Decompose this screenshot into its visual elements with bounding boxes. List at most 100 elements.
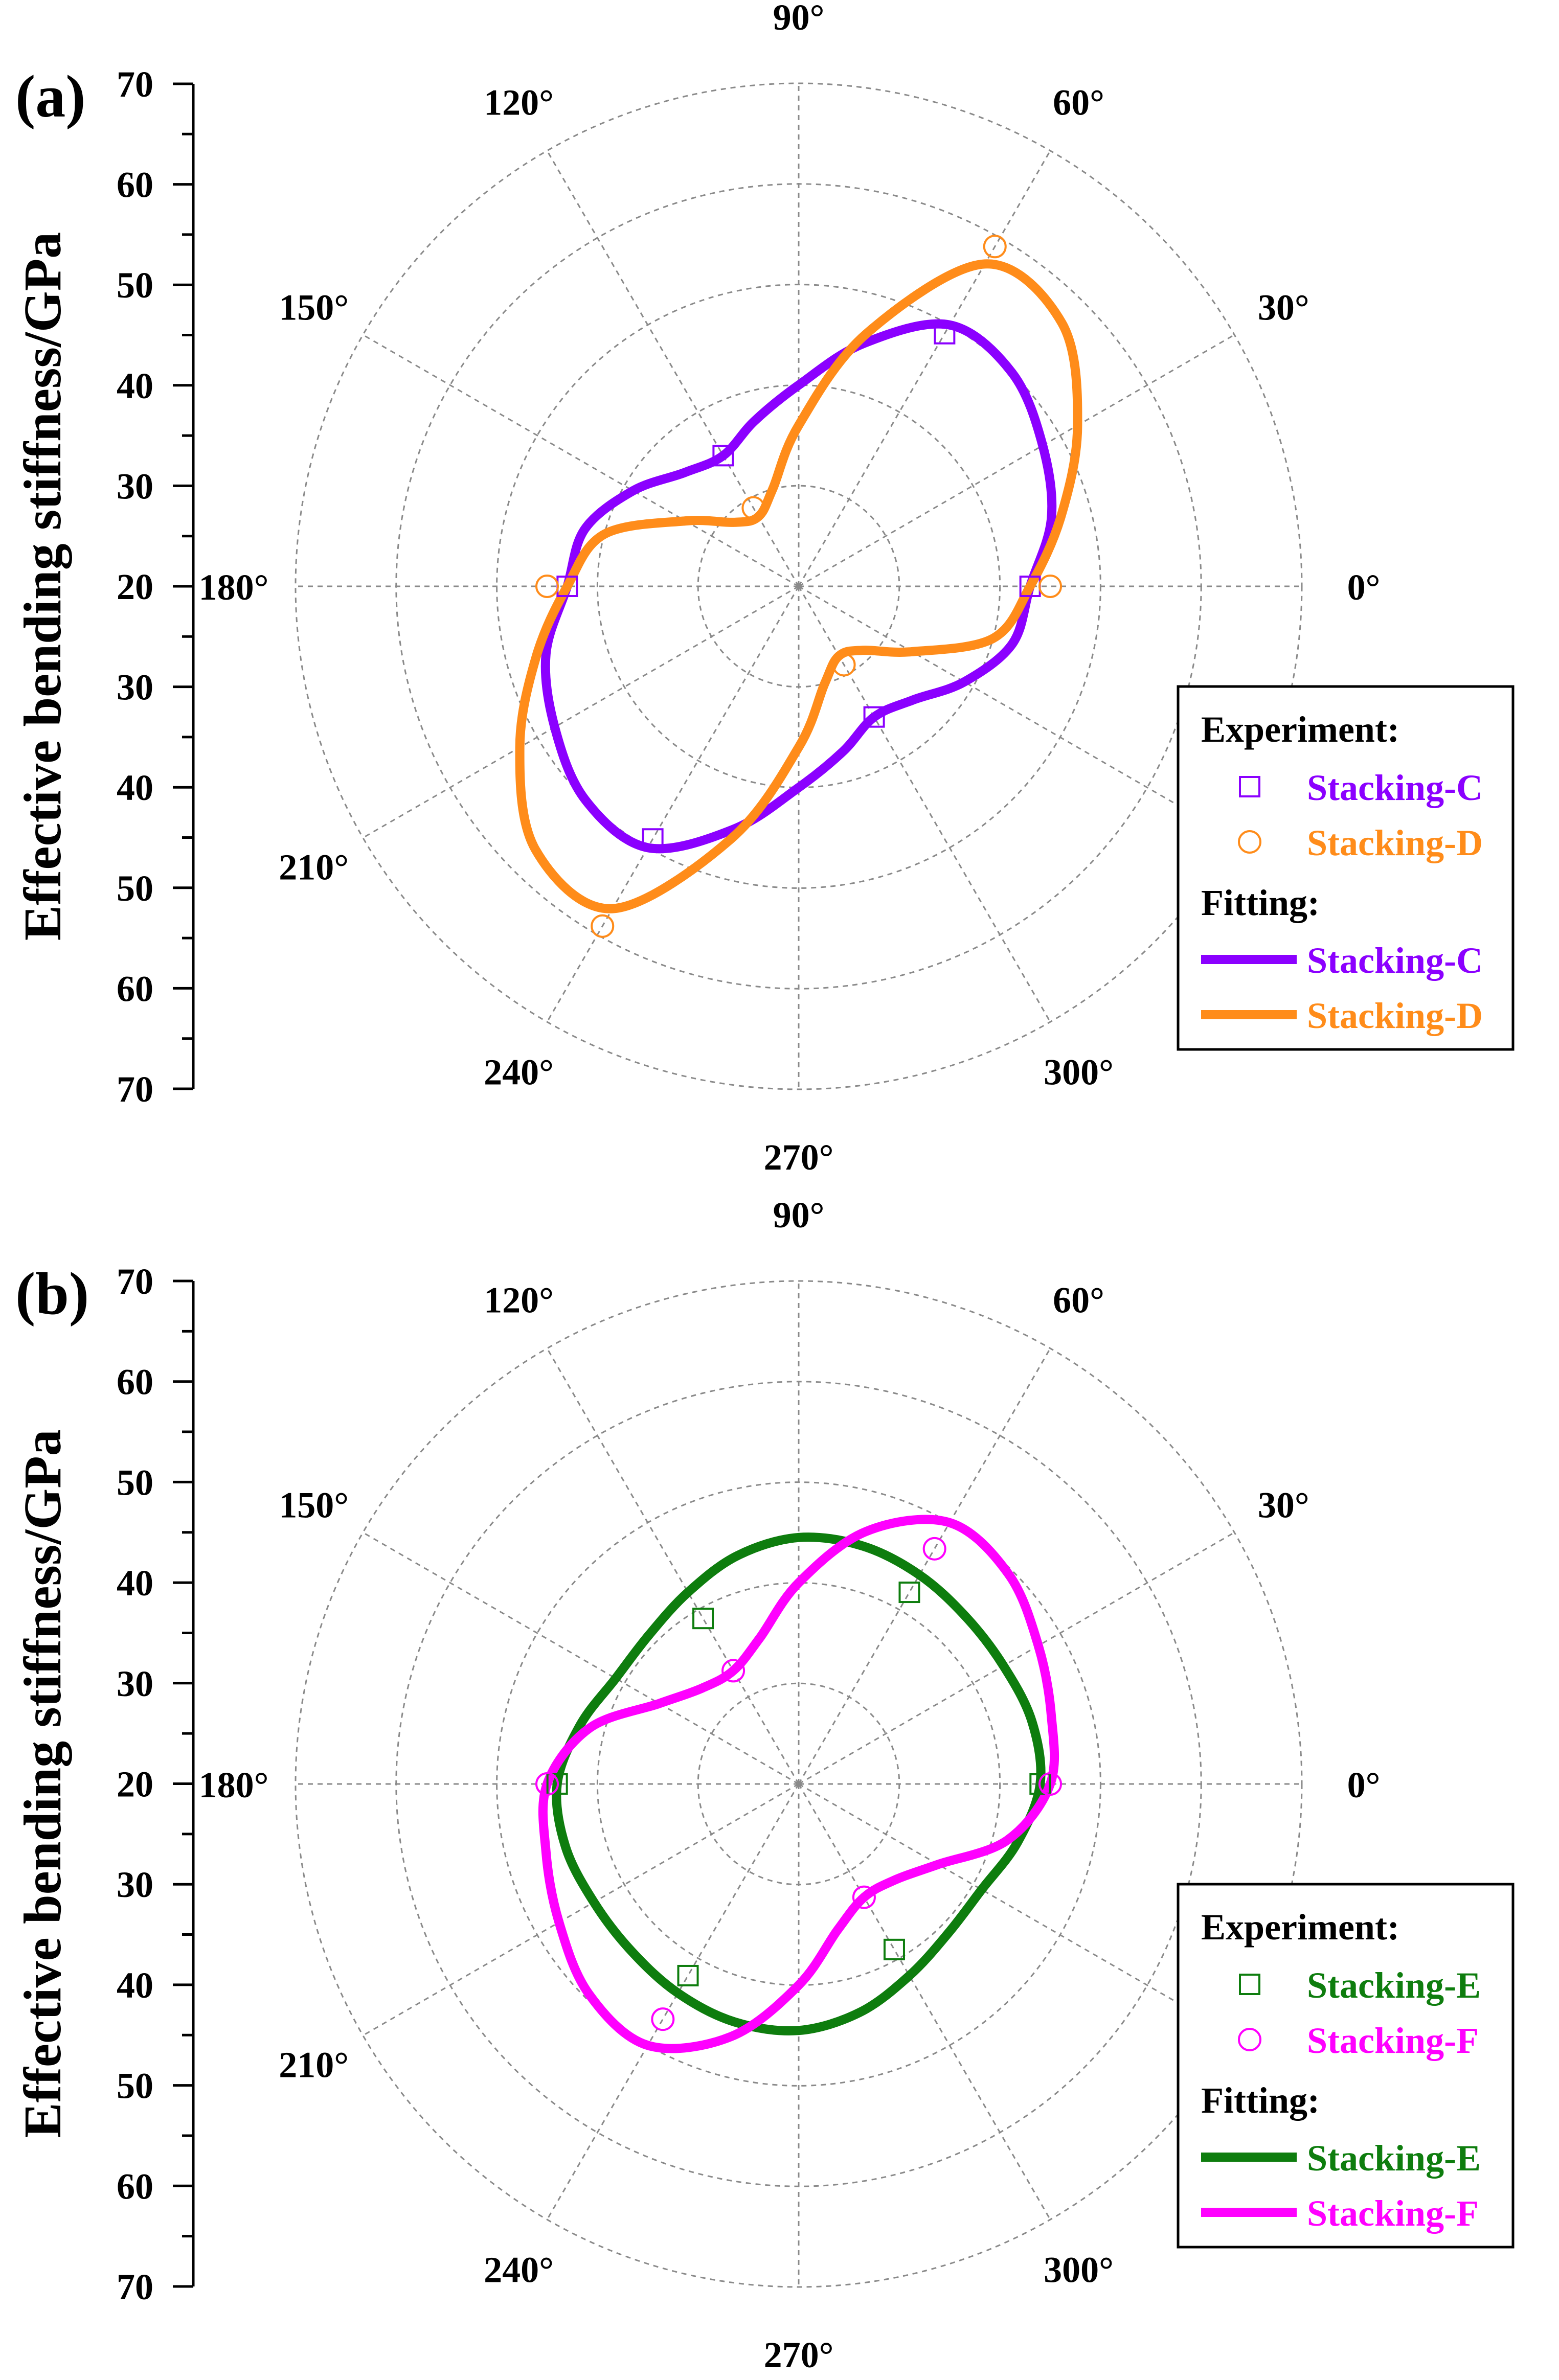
fit-curve-stacking-d: [515, 259, 1082, 913]
experiment-point-stacking-e: [883, 1938, 905, 1960]
grid-spoke: [798, 1348, 1051, 1784]
panel-a: (a) Effective bending stiffness/GPa 70 60 50…: [13, 0, 1515, 1178]
experiment-point-stacking-e: [546, 1773, 568, 1795]
grid-spoke: [798, 334, 1235, 587]
experiment-point-stacking-d: [535, 575, 559, 598]
experiment-point-stacking-f: [535, 1772, 559, 1796]
y-tick-label: 50: [117, 265, 153, 306]
angle-label: 0°: [1347, 567, 1381, 608]
angle-label: 150°: [279, 1485, 349, 1526]
angle-label: 300°: [1044, 2249, 1114, 2290]
grid-circle: [596, 384, 1001, 789]
y-tick-label: 70: [117, 1261, 153, 1302]
grid-spoke: [798, 586, 1051, 1022]
grid-circle: [295, 82, 1303, 1090]
experiment-point-stacking-d: [983, 235, 1007, 259]
y-tick-label: 20: [117, 1764, 153, 1805]
legend-box: [1177, 685, 1515, 1051]
legend-fitting-title: Fitting:: [1201, 882, 1320, 923]
experiment-point-stacking-c: [712, 445, 734, 467]
grid-spoke: [363, 585, 799, 839]
angle-label: 210°: [279, 847, 349, 888]
legend-experiment-label: Stacking-D: [1307, 822, 1483, 863]
grid-spoke: [363, 1531, 799, 1785]
angle-label: 60°: [1053, 82, 1104, 123]
angle-label: 90°: [773, 0, 825, 38]
panel-label: (b): [15, 1260, 89, 1327]
y-tick-label: 30: [117, 667, 153, 708]
legend-fitting-label: Stacking-D: [1307, 995, 1483, 1036]
angle-label: 210°: [279, 2045, 349, 2086]
y-tick-label: 60: [117, 968, 153, 1009]
legend-experiment-title: Experiment:: [1201, 709, 1399, 750]
experiment-point-stacking-e: [677, 1964, 699, 1986]
grid-spoke: [798, 585, 1235, 839]
legend: Experiment: Stacking-C Stacking-D Fitting: S…: [1177, 685, 1515, 1051]
angle-label: 90°: [773, 1195, 825, 1235]
y-tick-label: 60: [117, 2166, 153, 2207]
angle-label: 0°: [1347, 1765, 1381, 1805]
experiment-point-stacking-f: [651, 2007, 675, 2031]
angle-label: 300°: [1044, 1051, 1114, 1092]
y-tick-label: 30: [117, 1663, 153, 1704]
y-tick-label: 50: [117, 868, 153, 909]
experiment-point-stacking-f: [922, 1537, 946, 1561]
experiment-point-stacking-d: [1038, 575, 1062, 598]
angle-label: 240°: [484, 1051, 554, 1092]
y-tick-label: 70: [117, 1069, 153, 1110]
experiment-point-stacking-d: [741, 496, 765, 520]
legend-box: [1177, 1883, 1515, 2249]
experiment-point-stacking-f: [852, 1885, 876, 1909]
grid-spoke: [546, 1783, 800, 2220]
angle-label: 270°: [764, 1137, 834, 1178]
legend-marker-circle: [1238, 2028, 1261, 2051]
legend-fitting-label: Stacking-C: [1307, 940, 1483, 981]
legend-experiment-label: Stacking-F: [1307, 2020, 1479, 2061]
y-tick-label: 70: [117, 64, 153, 105]
legend-experiment-label: Stacking-E: [1307, 1965, 1481, 2006]
y-tick-label: 40: [117, 767, 153, 808]
angle-label: 270°: [764, 2335, 834, 2375]
grid-circle: [596, 1582, 1001, 1986]
y-axis-label: Effective bending stiffness/GPa: [13, 232, 72, 941]
y-tick-label: 20: [117, 566, 153, 607]
y-tick-label: 50: [117, 2066, 153, 2107]
grid-circle: [295, 1280, 1303, 2288]
experiment-point-stacking-e: [692, 1608, 714, 1630]
legend: Experiment: Stacking-E Stacking-F Fitting: S…: [1177, 1883, 1515, 2249]
angle-label: 60°: [1053, 1280, 1104, 1321]
legend-marker-square: [1239, 1974, 1260, 1995]
y-tick-label: 40: [117, 1965, 153, 2006]
angle-label: 180°: [199, 1765, 269, 1805]
angle-label: 180°: [199, 567, 269, 608]
grid-spoke: [798, 1783, 1051, 2220]
legend-fitting-label: Stacking-E: [1307, 2138, 1481, 2179]
legend-experiment-label: Stacking-C: [1307, 767, 1483, 808]
experiment-point-stacking-c: [642, 828, 664, 850]
legend-marker-circle: [1238, 830, 1261, 854]
legend-fitting-title: Fitting:: [1201, 2080, 1320, 2121]
angle-label: 150°: [279, 287, 349, 328]
angle-label: 30°: [1258, 287, 1309, 328]
angle-label: 30°: [1258, 1485, 1309, 1526]
experiment-point-stacking-c: [863, 706, 885, 728]
experiment-point-stacking-d: [832, 653, 856, 677]
angle-label: 240°: [484, 2249, 554, 2290]
y-tick-label: 30: [117, 466, 153, 507]
grid-spoke: [798, 1531, 1235, 1785]
y-tick-label: 40: [117, 365, 153, 406]
legend-fitting-label: Stacking-F: [1307, 2193, 1479, 2234]
grid-spoke: [363, 334, 799, 587]
y-axis-label: Effective bending stiffness/GPa: [13, 1429, 72, 2138]
y-tick-label: 70: [117, 2267, 153, 2307]
grid-spoke: [546, 586, 800, 1022]
panel-b: (b) Effective bending stiffness/GPa 70 60 50…: [13, 1195, 1515, 2375]
legend-experiment-title: Experiment:: [1201, 1907, 1399, 1948]
experiment-point-stacking-d: [591, 914, 615, 938]
grid-spoke: [363, 1783, 799, 2036]
grid-spoke: [546, 1348, 800, 1784]
y-tick-label: 60: [117, 165, 153, 205]
angle-label: 120°: [484, 1280, 554, 1321]
experiment-point-stacking-c: [934, 323, 956, 345]
experiment-point-stacking-e: [1029, 1773, 1051, 1795]
